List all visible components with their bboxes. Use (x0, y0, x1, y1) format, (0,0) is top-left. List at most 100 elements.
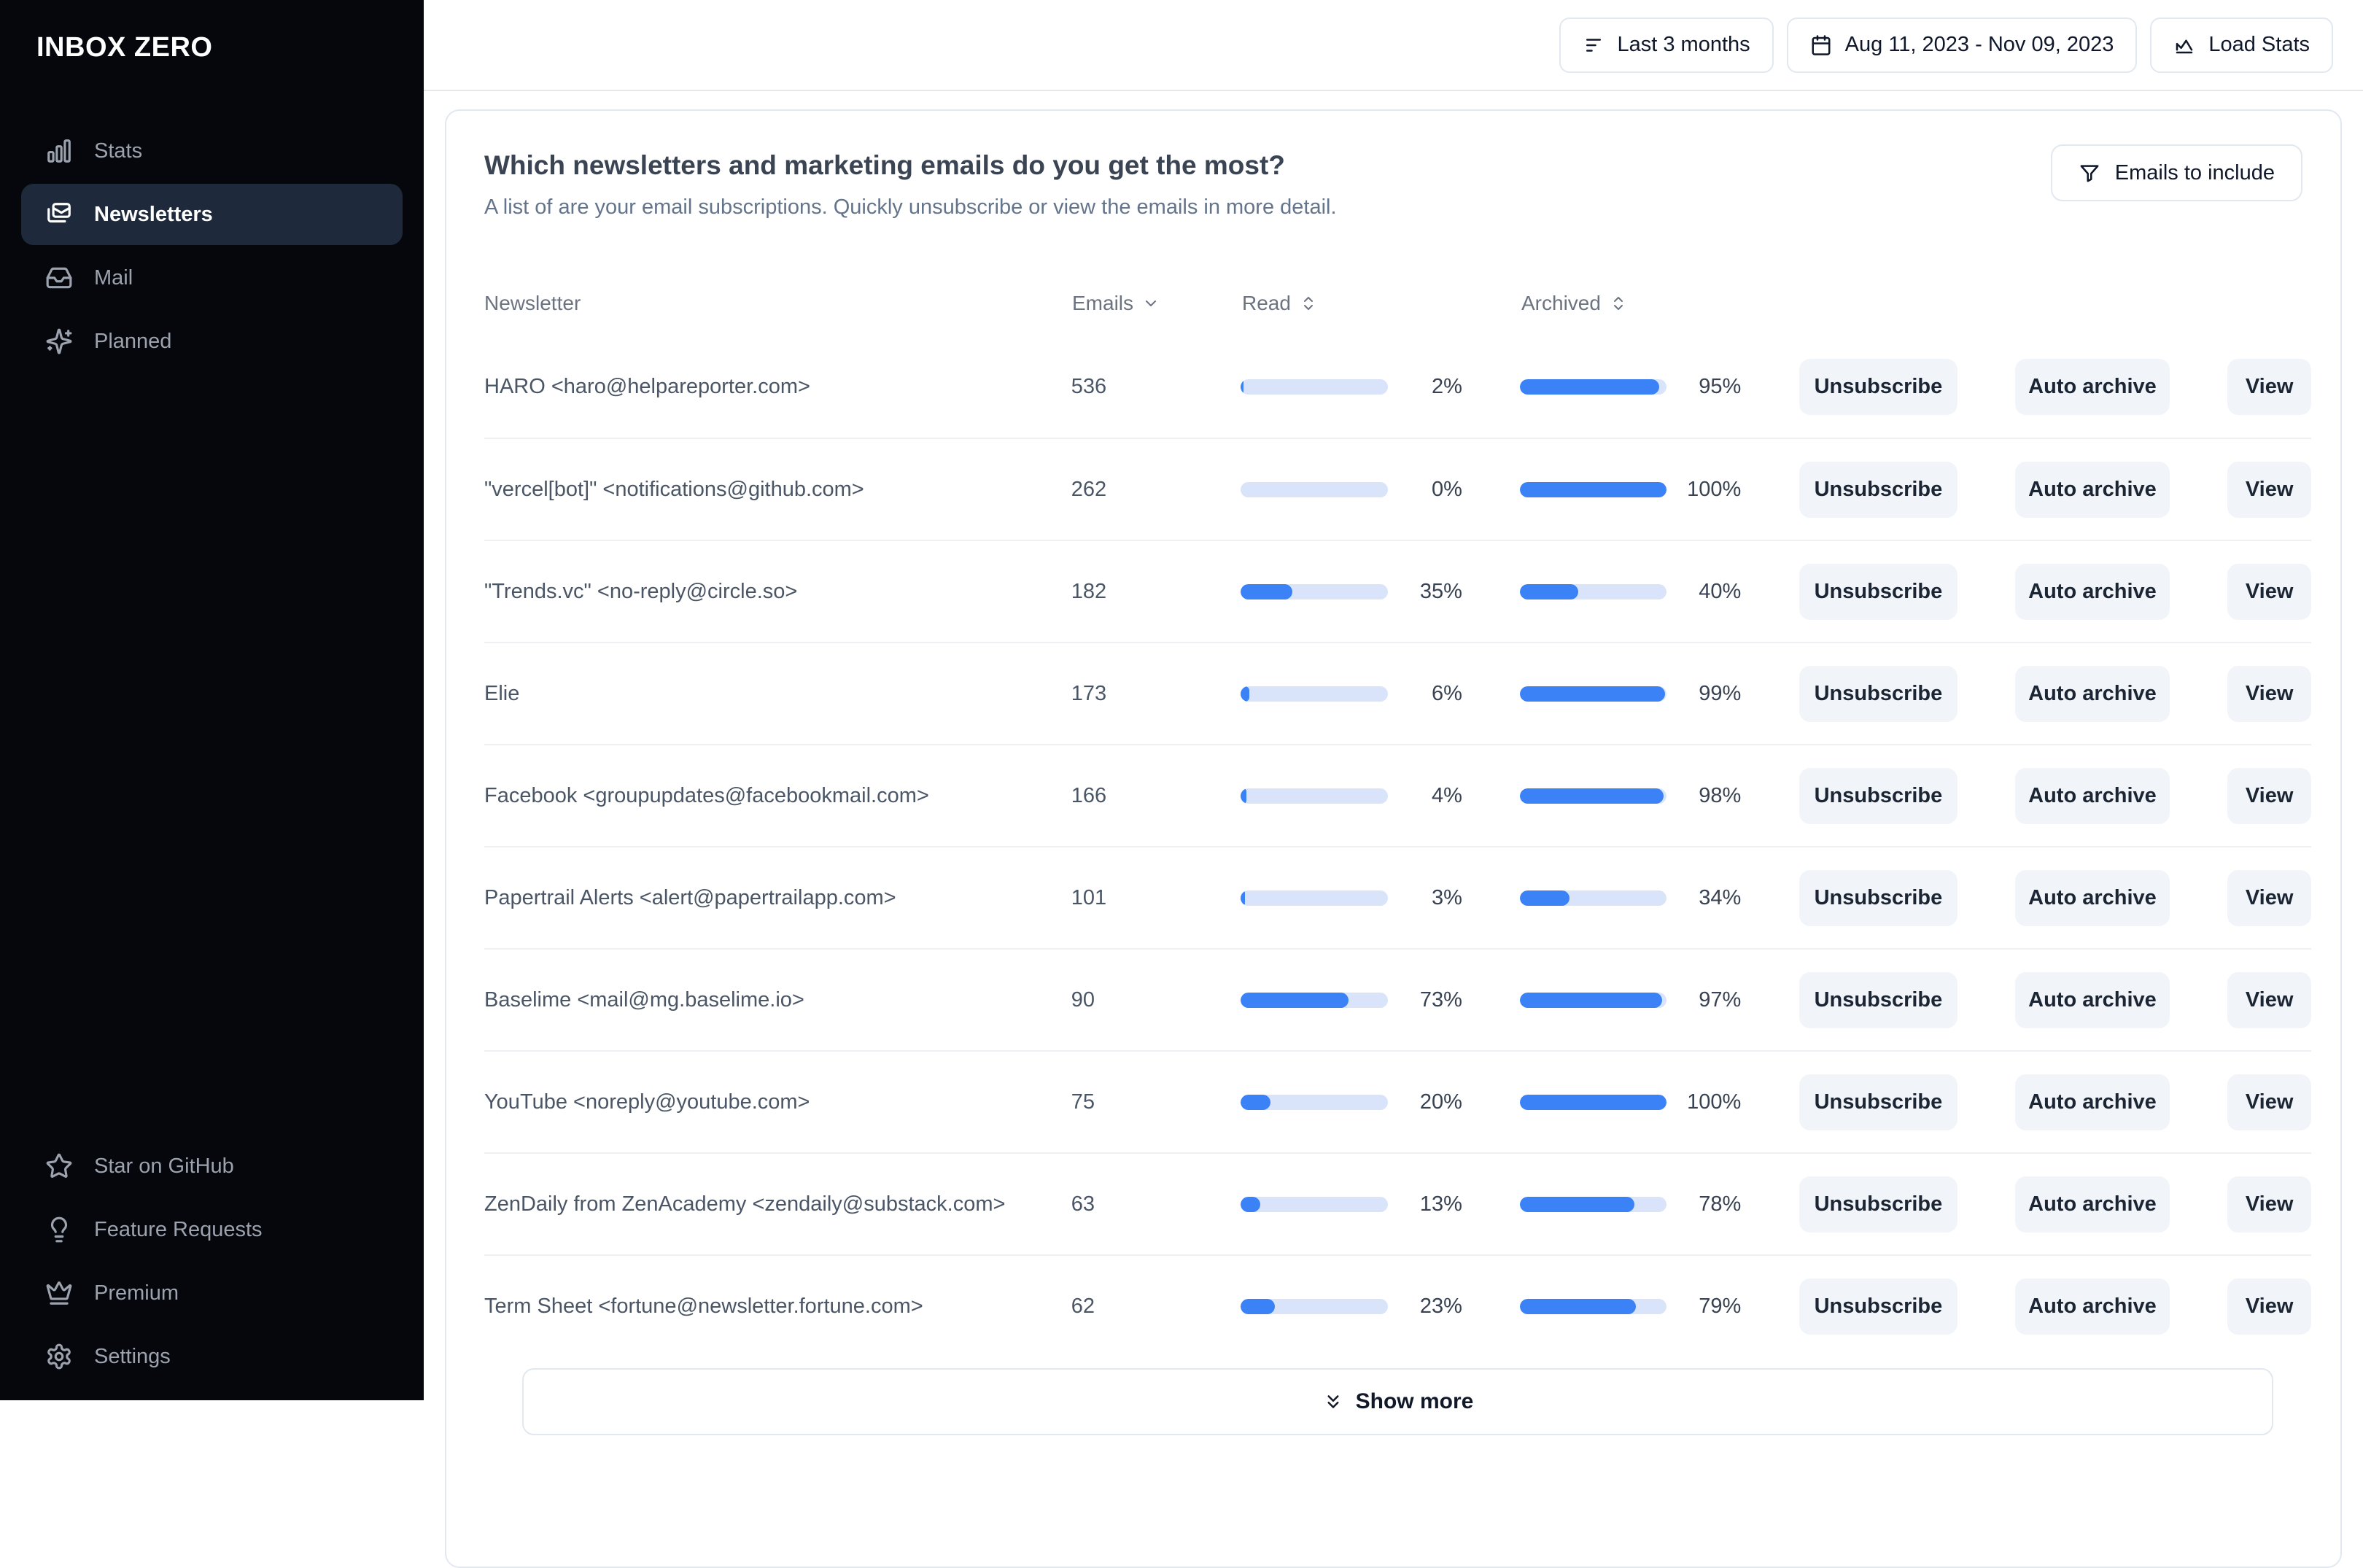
date-range-label: Aug 11, 2023 - Nov 09, 2023 (1845, 33, 2114, 57)
read-progressbar (1241, 993, 1388, 1008)
auto-archive-button[interactable]: Auto archive (2015, 870, 2170, 926)
sidebar-item-newsletters[interactable]: Newsletters (21, 184, 403, 245)
read-progressbar (1241, 482, 1388, 497)
unsubscribe-button[interactable]: Unsubscribe (1799, 1176, 1957, 1233)
newsletter-name: HARO <haro@helpareporter.com> (484, 375, 1071, 399)
sidebar-item-planned[interactable]: Planned (21, 311, 403, 372)
newsletters-table: Newsletter Emails Read Archived HARO <ha… (446, 271, 2340, 1435)
load-stats-button[interactable]: Load Stats (2150, 18, 2333, 73)
sidebar-item-label: Star on GitHub (94, 1154, 234, 1179)
read-progressbar (1241, 788, 1388, 804)
sidebar-item-premium[interactable]: Premium (21, 1262, 403, 1324)
read-percent: 13% (1388, 1192, 1462, 1216)
archived-progressbar (1520, 1299, 1667, 1314)
unsubscribe-button[interactable]: Unsubscribe (1799, 768, 1957, 824)
newsletter-name: Baselime <mail@mg.baselime.io> (484, 988, 1071, 1012)
unsubscribe-button[interactable]: Unsubscribe (1799, 666, 1957, 722)
bar-chart-icon (45, 137, 73, 165)
table-row: Facebook <groupupdates@facebookmail.com>… (484, 744, 2311, 846)
gear-icon (45, 1343, 73, 1370)
sidebar-item-label: Planned (94, 330, 171, 354)
table-row: Baselime <mail@mg.baselime.io>90 73% 97% Un… (484, 948, 2311, 1050)
unsubscribe-button[interactable]: Unsubscribe (1799, 359, 1957, 415)
chevrons-up-down-icon (1610, 295, 1627, 312)
unsubscribe-button[interactable]: Unsubscribe (1799, 1074, 1957, 1130)
newsletter-name: Papertrail Alerts <alert@papertrailapp.c… (484, 886, 1071, 910)
sidebar-item-star-on-github[interactable]: Star on GitHub (21, 1136, 403, 1197)
calendar-icon (1810, 34, 1832, 56)
auto-archive-button[interactable]: Auto archive (2015, 1074, 2170, 1130)
app-logo: INBOX ZERO (0, 0, 424, 63)
emails-count: 90 (1071, 988, 1241, 1012)
chevrons-up-down-icon (1300, 295, 1317, 312)
topbar: Last 3 months Aug 11, 2023 - Nov 09, 202… (424, 0, 2363, 91)
crown-icon (45, 1279, 73, 1307)
auto-archive-button[interactable]: Auto archive (2015, 359, 2170, 415)
load-stats-label: Load Stats (2208, 33, 2310, 57)
view-button[interactable]: View (2227, 1278, 2311, 1335)
mails-icon (45, 201, 73, 228)
newsletter-name: YouTube <noreply@youtube.com> (484, 1090, 1071, 1114)
auto-archive-button[interactable]: Auto archive (2015, 564, 2170, 620)
table-row: Papertrail Alerts <alert@papertrailapp.c… (484, 846, 2311, 948)
unsubscribe-button[interactable]: Unsubscribe (1799, 870, 1957, 926)
view-button[interactable]: View (2227, 564, 2311, 620)
archived-progressbar (1520, 993, 1667, 1008)
unsubscribe-button[interactable]: Unsubscribe (1799, 462, 1957, 518)
column-header-read[interactable]: Read (1242, 292, 1464, 315)
sidebar-item-feature-requests[interactable]: Feature Requests (21, 1199, 403, 1260)
auto-archive-button[interactable]: Auto archive (2015, 972, 2170, 1028)
emails-to-include-button[interactable]: Emails to include (2051, 144, 2302, 201)
view-button[interactable]: View (2227, 768, 2311, 824)
unsubscribe-button[interactable]: Unsubscribe (1799, 1278, 1957, 1335)
read-progressbar (1241, 890, 1388, 906)
show-more-button[interactable]: Show more (522, 1368, 2273, 1435)
sidebar-item-mail[interactable]: Mail (21, 247, 403, 308)
newsletter-name: Elie (484, 682, 1071, 706)
auto-archive-button[interactable]: Auto archive (2015, 768, 2170, 824)
chevrons-down-icon (1322, 1391, 1344, 1413)
auto-archive-button[interactable]: Auto archive (2015, 666, 2170, 722)
view-button[interactable]: View (2227, 666, 2311, 722)
emails-to-include-label: Emails to include (2115, 161, 2275, 185)
auto-archive-button[interactable]: Auto archive (2015, 462, 2170, 518)
sidebar-item-label: Premium (94, 1281, 179, 1305)
line-chart-icon (2173, 34, 2195, 56)
read-percent: 73% (1388, 988, 1462, 1012)
sparkles-icon (45, 327, 73, 355)
archived-percent: 97% (1666, 988, 1741, 1012)
emails-count: 101 (1071, 886, 1241, 910)
column-header-newsletter: Newsletter (484, 292, 1072, 315)
auto-archive-button[interactable]: Auto archive (2015, 1278, 2170, 1335)
archived-percent: 100% (1666, 1090, 1741, 1114)
unsubscribe-button[interactable]: Unsubscribe (1799, 564, 1957, 620)
view-button[interactable]: View (2227, 359, 2311, 415)
view-button[interactable]: View (2227, 462, 2311, 518)
date-range-picker-button[interactable]: Aug 11, 2023 - Nov 09, 2023 (1787, 18, 2138, 73)
sidebar-item-stats[interactable]: Stats (21, 120, 403, 182)
unsubscribe-button[interactable]: Unsubscribe (1799, 972, 1957, 1028)
archived-percent: 78% (1666, 1192, 1741, 1216)
emails-count: 536 (1071, 375, 1241, 399)
panel-title: Which newsletters and marketing emails d… (484, 149, 2302, 182)
date-range-preset-button[interactable]: Last 3 months (1559, 18, 1774, 73)
view-button[interactable]: View (2227, 1074, 2311, 1130)
column-header-archived[interactable]: Archived (1521, 292, 1743, 315)
column-header-emails[interactable]: Emails (1072, 292, 1242, 315)
date-range-preset-label: Last 3 months (1618, 33, 1750, 57)
panel-header: Which newsletters and marketing emails d… (446, 111, 2340, 220)
view-button[interactable]: View (2227, 870, 2311, 926)
view-button[interactable]: View (2227, 972, 2311, 1028)
filter-lines-icon (1583, 34, 1605, 56)
sidebar-item-settings[interactable]: Settings (21, 1326, 403, 1387)
auto-archive-button[interactable]: Auto archive (2015, 1176, 2170, 1233)
emails-count: 75 (1071, 1090, 1241, 1114)
emails-count: 173 (1071, 682, 1241, 706)
newsletter-name: "vercel[bot]" <notifications@github.com> (484, 478, 1071, 502)
view-button[interactable]: View (2227, 1176, 2311, 1233)
archived-progressbar (1520, 890, 1667, 906)
